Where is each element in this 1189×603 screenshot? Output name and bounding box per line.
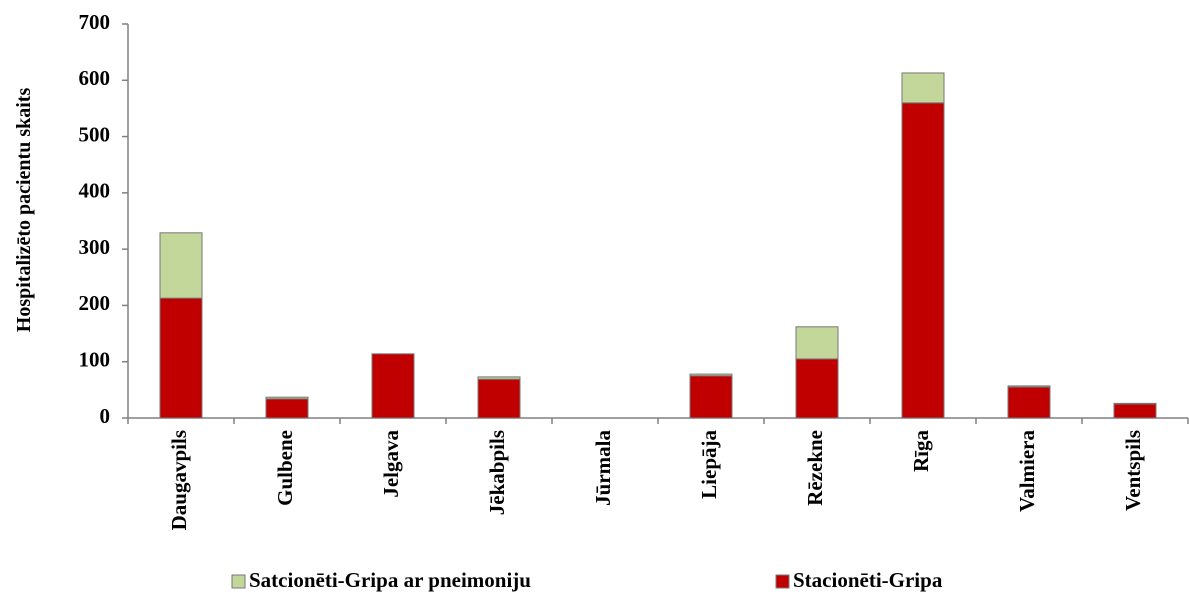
- legend-label: Satcionēti-Gripa ar pneimoniju: [249, 568, 531, 592]
- bar-segment: [265, 398, 309, 419]
- x-tick-label: Valmiera: [1015, 430, 1039, 513]
- bar-segment: [159, 297, 203, 419]
- legend-swatch: [775, 574, 790, 589]
- y-tick-label: 400: [79, 179, 111, 203]
- bar-segment: [795, 358, 839, 419]
- legend-label: Stacionēti-Gripa: [793, 568, 943, 592]
- bar-segment: [689, 373, 733, 377]
- x-tick-label: Liepāja: [697, 430, 721, 499]
- x-tick-label: Rēzekne: [803, 430, 827, 506]
- y-tick-label: 0: [100, 404, 111, 428]
- bar-segment: [265, 396, 309, 400]
- y-tick-label: 100: [79, 348, 111, 372]
- x-tick-label: Ventspils: [1121, 430, 1145, 511]
- x-tick-label: Daugavpils: [167, 430, 191, 530]
- y-tick-label: 600: [79, 66, 111, 90]
- bar-segment: [1113, 403, 1157, 419]
- x-tick-label: Gulbene: [273, 430, 297, 506]
- bar-segment: [477, 376, 521, 380]
- bar-segment: [901, 102, 945, 419]
- x-tick-label: Rīga: [909, 430, 933, 473]
- legend-swatch: [231, 574, 246, 589]
- bar-segment: [689, 375, 733, 419]
- bar-segment: [477, 378, 521, 419]
- y-tick-label: 300: [79, 235, 111, 259]
- y-tick-label: 700: [79, 10, 111, 34]
- bar-segment: [371, 353, 415, 419]
- bar-segment: [1007, 385, 1051, 388]
- bar-segment: [901, 72, 945, 104]
- y-tick-label: 200: [79, 291, 111, 315]
- bar-segment: [1007, 386, 1051, 419]
- x-tick-label: Jēkabpils: [485, 430, 509, 515]
- x-tick-label: Jelgava: [379, 430, 403, 498]
- y-axis-title: Hospitalizēto pacientu skaits: [13, 88, 35, 333]
- y-tick-label: 500: [79, 122, 111, 146]
- x-tick-label: Jūrmala: [591, 430, 615, 506]
- bar-segment: [1113, 402, 1157, 405]
- bar-segment: [795, 326, 839, 360]
- bar-segment: [159, 232, 203, 299]
